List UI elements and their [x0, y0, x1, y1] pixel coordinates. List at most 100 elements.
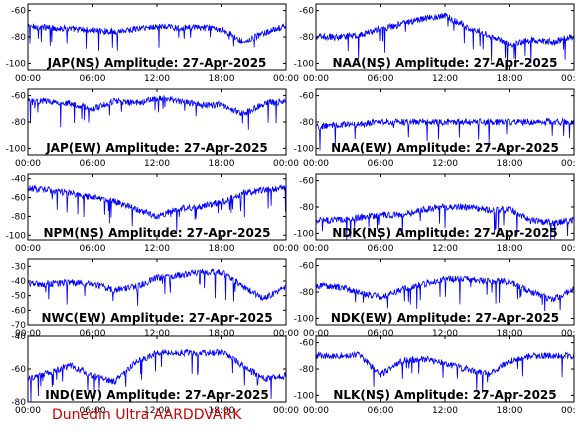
- x-tick-label: 18:00: [497, 329, 523, 339]
- chart-panel: 00:00 06:00 12:00 18:00 00:00 -100 -80 -60 JAP(N…: [6, 3, 299, 84]
- x-tick-label: 00:00: [15, 406, 41, 416]
- y-tick-label: -40: [11, 175, 26, 185]
- x-tick-label: 18:00: [497, 159, 523, 169]
- y-tick-label: -80: [299, 33, 314, 43]
- panel-title: JAP(EW) Amplitude: 27-Apr-2025: [45, 141, 268, 155]
- x-tick-label: 00:00: [273, 244, 299, 254]
- x-tick-label: 06:00: [368, 74, 394, 84]
- y-tick-label: -60: [299, 177, 314, 187]
- x-tick-label: 18:00: [497, 406, 523, 416]
- y-tick-label: -100: [294, 229, 315, 239]
- x-tick-label: 06:00: [80, 244, 106, 254]
- chart-panel: 00:00 06:00 12:00 18:00 00:00 -100 -80 -60 JAP(E…: [6, 88, 299, 169]
- x-tick-label: 00:00: [561, 244, 576, 254]
- x-tick-label: 12:00: [432, 406, 458, 416]
- x-tick-label: 06:00: [368, 406, 394, 416]
- x-tick-label: 00:00: [561, 329, 576, 339]
- x-tick-label: 00:00: [15, 244, 41, 254]
- x-tick-label: 00:00: [303, 159, 329, 169]
- x-tick-label: 00:00: [303, 406, 329, 416]
- x-tick-label: 00:00: [15, 74, 41, 84]
- signal-trace: [315, 350, 575, 394]
- x-tick-label: 00:00: [15, 159, 41, 169]
- chart-panel: 00:00 06:00 12:00 18:00 00:00 -100 -80 -60 NLK(N…: [294, 335, 576, 416]
- x-tick-label: 06:00: [368, 244, 394, 254]
- x-tick-label: 00:00: [561, 406, 576, 416]
- panel-title: NWC(EW) Amplitude: 27-Apr-2025: [41, 311, 272, 325]
- chart-panel: 00:00 06:00 12:00 18:00 00:00 -100 -80 -60 NAA(N…: [294, 3, 576, 84]
- y-tick-label: -100: [294, 144, 315, 154]
- y-tick-label: -80: [299, 365, 314, 375]
- chart-panel: 00:00 06:00 12:00 18:00 00:00-80-60-40IND(EW…: [11, 332, 299, 416]
- y-tick-label: -80: [11, 398, 26, 408]
- chart-panel: 00:00 06:00 12:00 18:00 00:00 -100 -80 -60 NAA(E…: [294, 88, 576, 169]
- x-tick-label: 12:00: [144, 74, 170, 84]
- signal-trace: [315, 202, 575, 241]
- panel-title: NAA(EW) Amplitude: 27-Apr-2025: [331, 141, 559, 155]
- x-tick-label: 06:00: [368, 329, 394, 339]
- signal-trace: [27, 184, 287, 232]
- x-tick-label: 12:00: [144, 406, 170, 416]
- y-tick-label: -60: [11, 365, 26, 375]
- x-tick-label: 06:00: [368, 159, 394, 169]
- y-tick-label: -100: [6, 59, 27, 69]
- chart-panel: 00:00 06:00 12:00 18:00 00:00 -100 -80 -60 NDK(E…: [294, 258, 576, 339]
- x-tick-label: 00:00: [273, 159, 299, 169]
- x-tick-label: 18:00: [209, 244, 235, 254]
- x-tick-label: 12:00: [432, 74, 458, 84]
- x-tick-label: 18:00: [497, 74, 523, 84]
- x-tick-label: 12:00: [144, 159, 170, 169]
- chart-panel: 00:00 06:00 12:00 18:00 00:00-70-60-50-40-30…: [11, 258, 299, 339]
- y-tick-label: -100: [6, 144, 27, 154]
- x-tick-label: 00:00: [303, 74, 329, 84]
- x-tick-label: 12:00: [432, 329, 458, 339]
- y-tick-label: -100: [294, 314, 315, 324]
- panel-title: NAA(NS) Amplitude: 27-Apr-2025: [333, 56, 558, 70]
- x-tick-label: 18:00: [497, 244, 523, 254]
- panel-title: JAP(NS) Amplitude: 27-Apr-2025: [47, 56, 267, 70]
- y-tick-label: -100: [294, 391, 315, 401]
- y-tick-label: -60: [299, 92, 314, 102]
- x-tick-label: 06:00: [80, 74, 106, 84]
- signal-trace: [27, 94, 287, 130]
- panel-title: NDK(EW) Amplitude: 27-Apr-2025: [331, 311, 559, 325]
- x-tick-label: 12:00: [432, 244, 458, 254]
- y-tick-label: -60: [11, 194, 26, 204]
- x-tick-label: 00:00: [273, 329, 299, 339]
- x-tick-label: 18:00: [209, 74, 235, 84]
- y-tick-label: -70: [11, 321, 26, 331]
- y-tick-label: -80: [11, 33, 26, 43]
- x-tick-label: 00:00: [273, 74, 299, 84]
- y-tick-label: -80: [299, 118, 314, 128]
- y-tick-label: -60: [299, 262, 314, 272]
- x-tick-label: 12:00: [432, 159, 458, 169]
- signal-trace: [27, 23, 287, 51]
- x-tick-label: 06:00: [80, 159, 106, 169]
- panel-title: NLK(NS) Amplitude: 27-Apr-2025: [333, 388, 556, 402]
- chart-panel: 00:00 06:00 12:00 18:00 00:00 -100 -80 -60 -40 NP…: [6, 173, 299, 254]
- y-tick-label: -80: [299, 288, 314, 298]
- x-tick-label: 06:00: [80, 329, 106, 339]
- y-tick-label: -80: [11, 212, 26, 222]
- x-tick-label: 18:00: [209, 159, 235, 169]
- signal-trace: [316, 117, 575, 151]
- y-tick-label: -40: [11, 332, 26, 342]
- y-tick-label: -60: [299, 339, 314, 349]
- panel-title: NDK(NS) Amplitude: 27-Apr-2025: [332, 226, 558, 240]
- x-tick-label: 00:00: [561, 74, 576, 84]
- x-tick-label: 12:00: [144, 244, 170, 254]
- x-tick-label: 00:00: [561, 159, 576, 169]
- panel-title: IND(EW) Amplitude: 27-Apr-2025: [45, 388, 269, 402]
- signal-trace: [27, 348, 287, 403]
- y-tick-label: -40: [11, 277, 26, 287]
- y-tick-label: -80: [11, 118, 26, 128]
- y-tick-label: -100: [6, 231, 27, 241]
- y-tick-label: -30: [11, 262, 26, 272]
- x-tick-label: 00:00: [15, 329, 41, 339]
- footer-credit: Dunedin Ultra AARDDVARK: [52, 407, 242, 423]
- x-tick-label: 00:00: [303, 244, 329, 254]
- x-tick-label: 00:00: [303, 329, 329, 339]
- y-tick-label: -60: [11, 7, 26, 17]
- x-tick-label: 06:00: [80, 406, 106, 416]
